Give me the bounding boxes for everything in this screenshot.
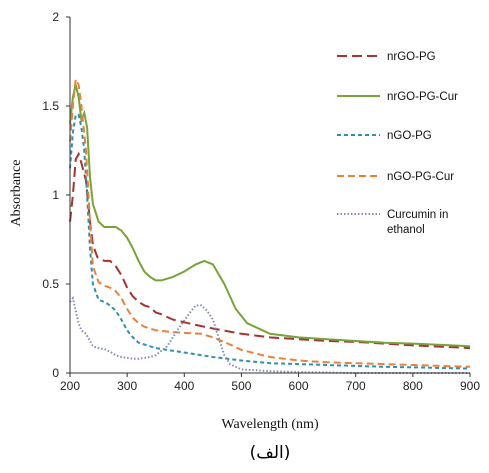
y-tick-label: 1 <box>52 188 59 202</box>
series-line-3 <box>69 113 471 370</box>
series-line-1 <box>69 151 471 350</box>
legend: nrGO-PG nrGO-PG-Cur nGO-PG nGO-PG-Cur Curcum… <box>337 51 458 236</box>
series-line-4 <box>69 76 471 368</box>
legend-label-5: Curcumin in ethanol <box>387 209 448 236</box>
x-axis-label: Wavelength (nm) <box>221 417 319 432</box>
x-tick-label: 400 <box>174 379 194 393</box>
x-tick-label: 500 <box>231 379 251 393</box>
x-tick-label: 600 <box>289 379 309 393</box>
legend-label-2: nrGO-PG-Cur <box>387 91 458 103</box>
figure-caption: (الف) <box>250 443 291 463</box>
x-tick-label: 300 <box>117 379 137 393</box>
legend-label-3: nGO-PG <box>387 130 432 142</box>
series-line-5 <box>69 295 470 374</box>
series-line-2 <box>69 84 471 348</box>
x-tick-label: 900 <box>460 379 480 393</box>
legend-label-4: nGO-PG-Cur <box>387 171 454 183</box>
x-tick-label: 800 <box>403 379 423 393</box>
y-tick-label: 0.5 <box>42 277 59 291</box>
plot-area <box>69 76 471 374</box>
axes: 200 300 400 500 600 700 800 900 0 0.5 1 1.5 2 <box>42 10 480 393</box>
legend-label-1: nrGO-PG <box>387 51 436 63</box>
x-tick-label: 700 <box>346 379 366 393</box>
y-tick-label: 2 <box>52 10 59 24</box>
x-tick-label: 200 <box>60 379 80 393</box>
y-tick-label: 1.5 <box>42 99 59 113</box>
y-axis-label: Absorbance <box>9 160 24 227</box>
y-tick-label: 0 <box>52 366 59 380</box>
